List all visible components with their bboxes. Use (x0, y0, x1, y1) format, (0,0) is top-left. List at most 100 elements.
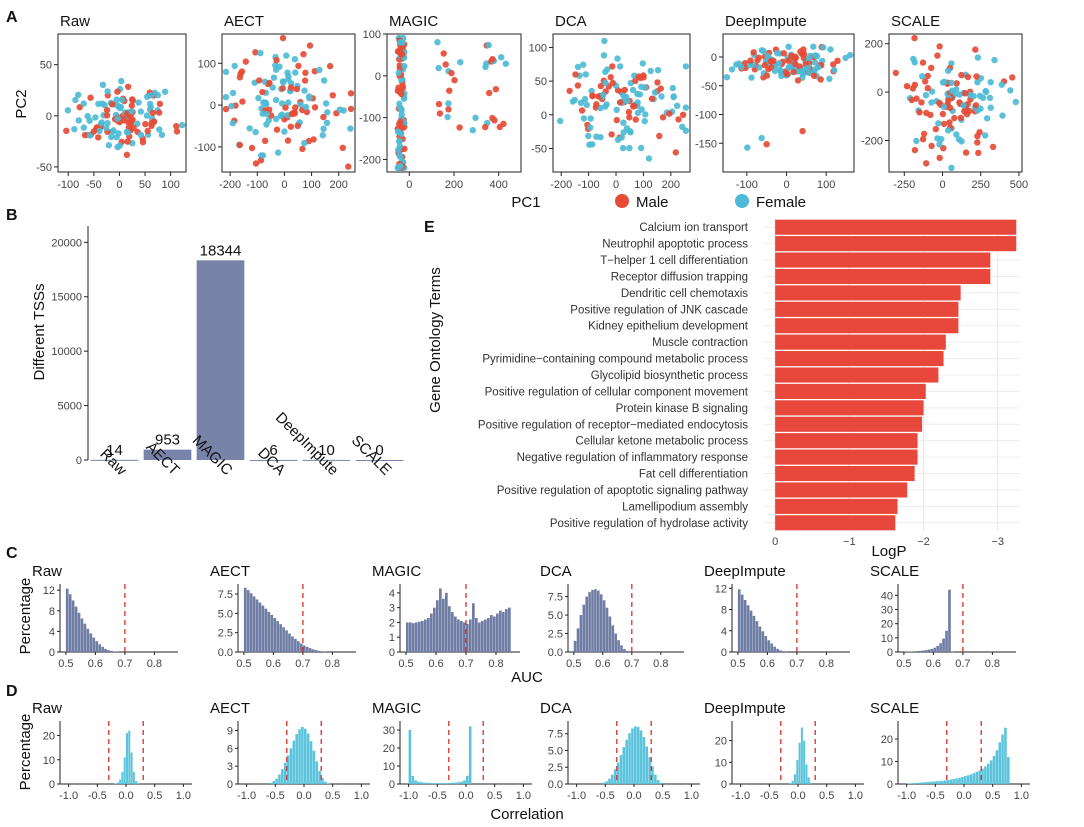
point-female (64, 107, 72, 114)
point-male (242, 58, 249, 65)
histogram-bin (1001, 734, 1004, 784)
point-female (991, 56, 998, 64)
subplot-title-scale: SCALE (870, 700, 919, 717)
point-male (666, 110, 673, 117)
point-female (986, 94, 994, 102)
point-female (778, 72, 785, 80)
subplot-title-deepimpute: DeepImpute (704, 563, 786, 580)
point-male (632, 116, 639, 123)
x-tick-label: 0.8 (147, 658, 162, 670)
point-female (935, 120, 942, 127)
y-tick-label: 8 (49, 606, 55, 618)
go-bar-neutrophil-apoptotic-process (775, 236, 1017, 252)
go-term-label: Calcium ion transport (639, 222, 748, 234)
point-female (246, 125, 253, 132)
histogram-bin (430, 613, 433, 652)
histogram-bin (926, 781, 930, 784)
histogram-d-raw: Raw 0 10 20 -1.0 -0.5 0.0 0.5 1.0 (32, 700, 192, 802)
histogram-bin (475, 618, 478, 652)
histogram-bin (425, 782, 429, 784)
histogram-bin (272, 781, 276, 784)
point-female (118, 77, 125, 85)
x-tick-label: −3 (991, 536, 1004, 548)
histogram-bin (496, 613, 499, 652)
x-category-label-scale: SCALE (348, 432, 395, 479)
histogram-bin (597, 590, 600, 652)
y-tick-label: 4 (49, 626, 55, 638)
x-tick-label: 100 (302, 179, 320, 191)
point-female (587, 115, 594, 122)
subplot-title-dca: DCA (540, 700, 572, 717)
point-male (953, 80, 960, 87)
x-tick-label: 0.5 (58, 658, 73, 670)
point-male (797, 48, 804, 55)
point-female (728, 66, 736, 73)
histogram-bin (623, 649, 626, 652)
x-tick-label: -0.5 (428, 790, 447, 802)
x-tick-label: 0.5 (655, 790, 670, 802)
x-tick-label: -200 (219, 179, 241, 191)
histogram-bin (978, 770, 981, 784)
histogram-bin (132, 771, 135, 784)
histogram-bin (918, 650, 922, 652)
histogram-bin (299, 643, 303, 652)
histogram-bin (417, 781, 420, 784)
subplot-title-magic: MAGIC (372, 700, 421, 717)
y-tick-label: 4 (389, 588, 395, 600)
y-tick-label: 3 (227, 761, 233, 773)
point-female (84, 113, 91, 120)
point-female (274, 149, 282, 156)
point-female (645, 155, 653, 162)
point-female (760, 47, 767, 55)
histogram-bin (121, 771, 124, 784)
x-tick-label: -100 (57, 179, 79, 191)
histogram-bin (433, 607, 436, 652)
point-female (75, 91, 82, 99)
point-female (401, 62, 408, 70)
bar-deepimpute (302, 459, 351, 461)
point-male (252, 49, 259, 56)
x-tick-label: -200 (550, 179, 572, 191)
y-tick-label: 1 (389, 632, 395, 644)
point-male (440, 50, 447, 57)
subplot-title-deepimpute: DeepImpute (725, 13, 807, 30)
point-male (597, 82, 604, 90)
point-female (945, 67, 952, 74)
histogram-bin (499, 610, 502, 652)
point-female (316, 66, 323, 74)
histogram-bin (264, 608, 268, 652)
point-female (987, 79, 994, 86)
histogram-bin (243, 587, 247, 652)
x-tick-label: 0.7 (117, 658, 132, 670)
go-bar-positive-regulation-of-jnk-cascade (775, 301, 959, 317)
x-tick-label: 200 (330, 179, 348, 191)
point-female (948, 164, 955, 172)
y-tick-label: 7.5 (548, 729, 563, 741)
histogram-bin (442, 598, 445, 652)
point-female (398, 130, 405, 137)
go-term-label: Positive regulation of receptor−mediated… (478, 419, 748, 431)
point-male (489, 114, 496, 122)
histogram-bin (107, 650, 110, 652)
point-male (796, 63, 803, 70)
point-female (620, 129, 627, 136)
point-male (310, 136, 317, 143)
y-tick-label: 6 (227, 743, 233, 755)
point-female (604, 66, 611, 73)
histogram-bin (975, 771, 979, 784)
histogram-bin (989, 760, 993, 784)
histogram-bin (308, 648, 312, 652)
point-female (826, 75, 833, 83)
histogram-bin (912, 783, 915, 784)
histogram-bin (796, 760, 799, 784)
go-term-label: Dendritic cell chemotaxis (621, 288, 748, 300)
subplot-title-deepimpute: DeepImpute (704, 700, 786, 717)
point-female (285, 76, 292, 83)
point-male (123, 151, 131, 158)
histogram-bin (608, 616, 612, 652)
histogram-bin (952, 779, 956, 784)
y-tick-label: 0 (389, 647, 395, 659)
scatter-points (394, 34, 509, 172)
point-male (763, 141, 770, 148)
